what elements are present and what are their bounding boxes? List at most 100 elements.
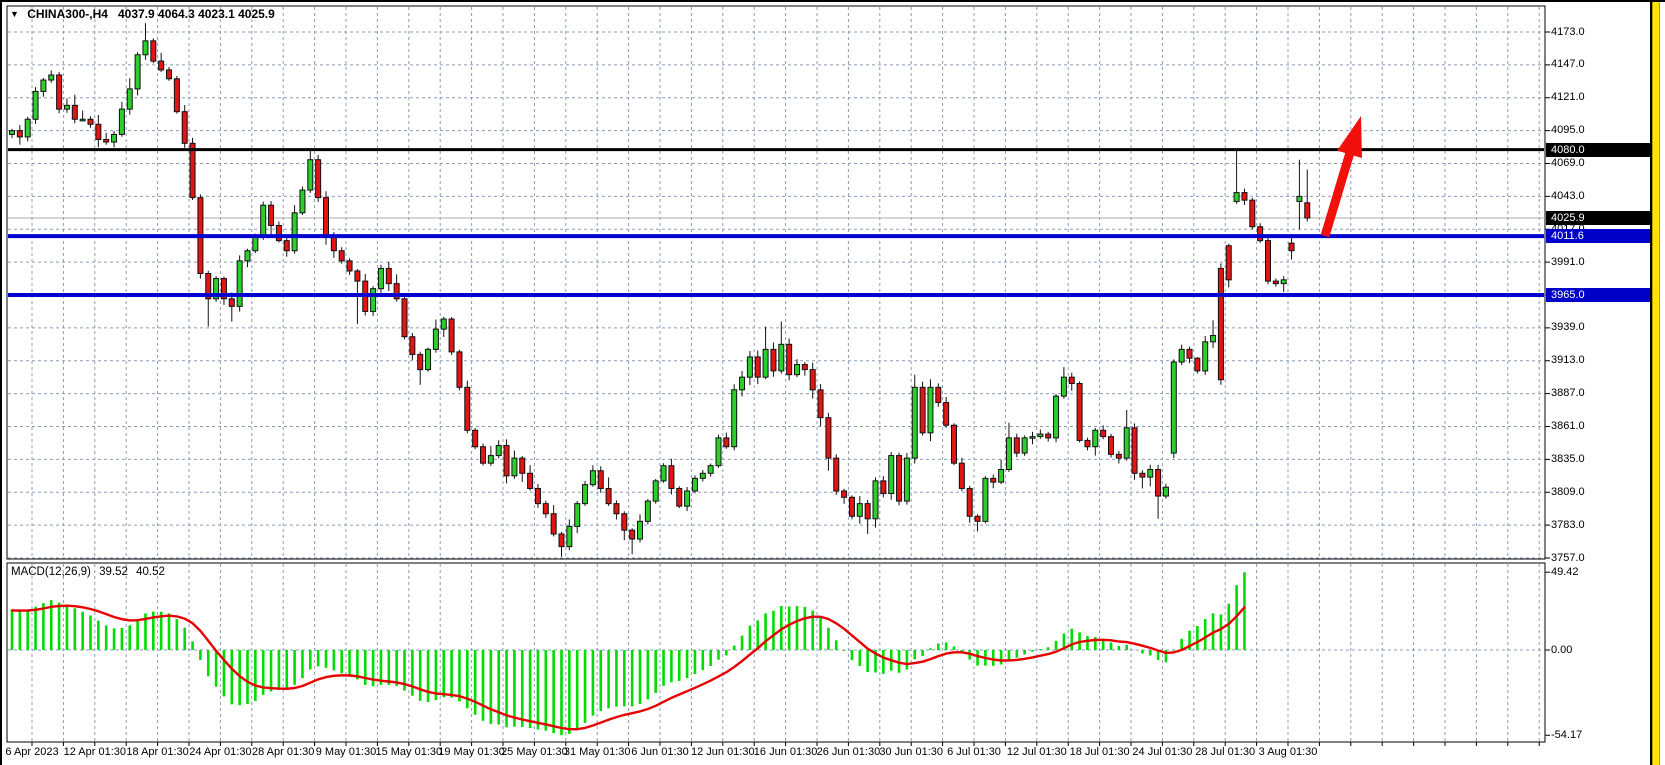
time-axis-label: 15 May 01:30 bbox=[375, 746, 443, 758]
symbol-period-label: CHINA300-,H4 bbox=[27, 7, 108, 21]
candle bbox=[1194, 356, 1201, 374]
bear-candle-body bbox=[1108, 436, 1114, 455]
chart-title: ▼ CHINA300-,H4 4037.9 4064.3 4023.1 4025… bbox=[10, 7, 275, 21]
bear-candle-body bbox=[1288, 242, 1295, 252]
bull-candle-body bbox=[637, 520, 643, 540]
candle bbox=[801, 362, 808, 376]
candle bbox=[103, 132, 110, 145]
time-axis-label: 3 Aug 01:30 bbox=[1258, 746, 1318, 758]
candle bbox=[660, 463, 667, 483]
bear-candle-body bbox=[346, 260, 353, 272]
indicator-name: MACD(12,26,9) bbox=[11, 566, 91, 578]
bull-candle-body bbox=[927, 386, 934, 434]
price-line-label: 3965.0 bbox=[1546, 288, 1650, 302]
bear-candle-body bbox=[95, 123, 102, 140]
bear-candle-body bbox=[228, 298, 235, 307]
candle bbox=[778, 321, 785, 374]
candle bbox=[275, 221, 282, 243]
bull-candle-body bbox=[260, 204, 267, 237]
bull-candle-body bbox=[1170, 361, 1177, 454]
bear-candle-body bbox=[841, 490, 848, 498]
candle bbox=[1139, 470, 1146, 489]
candle bbox=[1021, 435, 1028, 456]
bull-candle-body bbox=[1053, 395, 1060, 439]
symbol-dropdown-icon[interactable]: ▼ bbox=[10, 9, 19, 19]
candle bbox=[574, 501, 581, 534]
candle bbox=[754, 350, 761, 385]
bear-candle-body bbox=[786, 343, 793, 376]
bull-candle-body bbox=[644, 500, 651, 522]
bull-candle-body bbox=[1005, 437, 1012, 470]
candle bbox=[691, 475, 698, 494]
bear-candle-body bbox=[1155, 468, 1162, 497]
candle bbox=[472, 427, 479, 450]
bear-candle-body bbox=[974, 515, 981, 522]
time-axis-label: 28 Jul 01:30 bbox=[1195, 746, 1256, 758]
bear-candle-body bbox=[354, 270, 361, 282]
candle bbox=[9, 128, 15, 138]
candle bbox=[228, 292, 235, 322]
candle bbox=[558, 531, 565, 557]
candle bbox=[589, 465, 596, 487]
bear-candle-body bbox=[864, 503, 871, 520]
candle bbox=[299, 186, 306, 216]
candle bbox=[32, 86, 39, 124]
price-axis-label: 3783.0 bbox=[1551, 518, 1585, 531]
bull-candle-body bbox=[746, 356, 753, 378]
candle bbox=[448, 317, 455, 355]
bull-candle-body bbox=[794, 364, 800, 376]
bull-candle-body bbox=[1296, 195, 1303, 202]
bear-candle-body bbox=[958, 462, 965, 489]
bull-candle-body bbox=[1060, 376, 1067, 397]
horizontal-line-objects[interactable] bbox=[8, 148, 1544, 297]
bear-candle-body bbox=[723, 437, 730, 448]
candle bbox=[731, 384, 738, 451]
candle bbox=[880, 476, 887, 498]
bear-candle-body bbox=[621, 513, 628, 531]
candle bbox=[951, 423, 957, 466]
time-axis-label: 18 Jul 01:30 bbox=[1069, 746, 1130, 758]
candle bbox=[935, 383, 942, 407]
bull-candle-body bbox=[236, 260, 243, 307]
time-axis-label: 6 Apr 2023 bbox=[5, 746, 59, 758]
candle bbox=[268, 201, 275, 235]
time-axis-label: 19 May 01:30 bbox=[438, 746, 505, 758]
arrow-annotation[interactable] bbox=[1320, 116, 1362, 238]
bear-candle-body bbox=[275, 224, 282, 242]
price-axis-label: 3887.0 bbox=[1551, 387, 1585, 400]
candle bbox=[464, 380, 471, 434]
bear-candle-body bbox=[848, 496, 855, 517]
price-axis-label: 4043.0 bbox=[1551, 189, 1585, 202]
window-edge-line bbox=[1650, 2, 1652, 765]
bull-candle-body bbox=[903, 457, 910, 502]
bear-candle-body bbox=[880, 480, 887, 495]
bear-candle-body bbox=[464, 386, 471, 431]
bear-candle-body bbox=[103, 138, 110, 143]
price-axis-label: 3991.0 bbox=[1551, 255, 1585, 268]
candle bbox=[990, 474, 997, 489]
bull-candle-body bbox=[370, 288, 377, 312]
candle bbox=[346, 258, 353, 275]
macd-signal-line bbox=[10, 604, 1246, 731]
candle bbox=[142, 23, 149, 60]
time-axis-label: 6 Jun 01:30 bbox=[631, 746, 689, 758]
bear-candle-body bbox=[173, 78, 180, 113]
bull-candle-body bbox=[118, 108, 125, 135]
candle bbox=[527, 465, 534, 491]
candle bbox=[1170, 359, 1177, 459]
bear-candle-body bbox=[668, 465, 675, 489]
bear-candle-body bbox=[220, 278, 227, 300]
bull-candle-body bbox=[1202, 341, 1209, 372]
candle bbox=[425, 347, 432, 372]
bear-candle-body bbox=[1249, 199, 1256, 228]
bear-candle-body bbox=[56, 74, 63, 110]
up-arrow[interactable] bbox=[1320, 116, 1362, 238]
bull-candle-body bbox=[24, 118, 31, 138]
bull-candle-body bbox=[582, 484, 589, 505]
bear-candle-body bbox=[393, 283, 400, 300]
candle bbox=[1296, 159, 1303, 230]
candle bbox=[134, 52, 141, 96]
candle bbox=[48, 70, 55, 83]
